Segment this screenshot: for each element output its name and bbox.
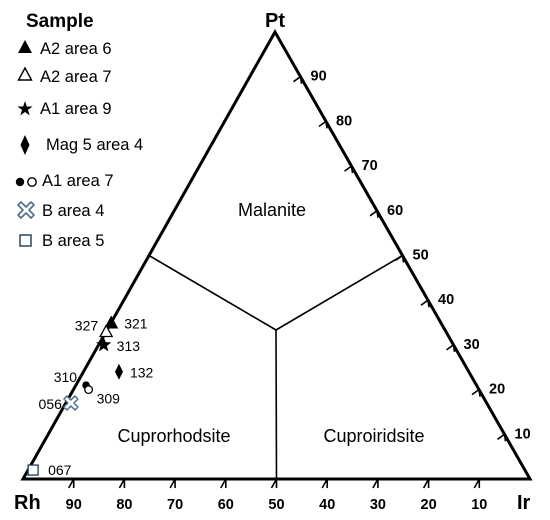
pt-tick-label: 40 — [438, 292, 454, 308]
data-point-label: 067 — [48, 462, 72, 478]
field-label-cuprorhodsite: Cuprorhodsite — [117, 426, 230, 446]
pt-tick-mark — [471, 388, 481, 397]
legend-marker-filled-triangle — [18, 40, 32, 53]
pt-tick-mark — [446, 344, 456, 353]
rh-tick-mark — [169, 478, 176, 489]
rh-tick-label: 80 — [116, 497, 132, 513]
pt-tick-mark — [395, 254, 405, 263]
rh-tick-label: 70 — [167, 497, 183, 513]
legend-marker-cross-open-x — [17, 201, 35, 219]
legend-marker-filled-star — [17, 101, 33, 116]
pt-tick-mark — [344, 165, 354, 174]
data-point-marker — [104, 315, 119, 329]
rh-tick-label: 90 — [66, 497, 82, 513]
axis-ticks: 90 80 70 60 50 40 30 20 10 90 80 70 60 50 40 30 20 10 — [66, 69, 531, 513]
data-point-marker — [99, 324, 114, 338]
field-boundary-line — [148, 254, 277, 331]
data-points: 321 327 313 132 310 309 056 067 — [27, 315, 154, 478]
data-point-label: 132 — [130, 365, 154, 381]
legend-label: A1 area 9 — [40, 100, 112, 118]
rh-tick-label: 10 — [471, 497, 487, 513]
legend-label: A1 area 7 — [42, 172, 114, 190]
data-point-marker — [27, 464, 39, 476]
rh-tick-label: 40 — [319, 497, 335, 513]
vertex-label-ir: Ir — [517, 492, 531, 514]
pt-tick-label: 70 — [362, 158, 378, 174]
legend: Sample A2 area 6 A2 area 7 A1 area 9 Mag… — [15, 11, 143, 250]
rh-tick-mark — [68, 478, 75, 489]
data-point-marker — [114, 363, 123, 380]
legend-marker-open-square — [19, 234, 32, 247]
rh-tick-mark — [220, 478, 227, 489]
pt-tick-label: 50 — [413, 248, 429, 264]
data-point-marker — [84, 385, 94, 395]
pt-tick-mark — [369, 210, 379, 218]
legend-label: A2 area 6 — [40, 40, 112, 58]
data-point-label: 321 — [124, 316, 148, 332]
pt-tick-label: 10 — [515, 426, 531, 442]
vertex-label-rh: Rh — [14, 492, 41, 514]
pt-tick-label: 30 — [464, 337, 480, 353]
pt-tick-mark — [318, 120, 328, 129]
data-point-label: 310 — [54, 369, 78, 385]
legend-title: Sample — [26, 11, 94, 32]
data-point-marker — [96, 336, 112, 352]
field-boundary-line — [275, 254, 403, 331]
rh-tick-mark — [473, 478, 481, 489]
pt-tick-label: 80 — [336, 113, 352, 129]
data-point-label: 327 — [75, 317, 99, 333]
rh-tick-mark — [118, 478, 126, 489]
data-point-marker — [63, 395, 79, 411]
pt-tick-label: 60 — [387, 203, 403, 219]
legend-label: A2 area 7 — [40, 68, 112, 86]
legend-label: B area 5 — [42, 232, 104, 250]
pt-tick-mark — [420, 299, 430, 308]
rh-tick-mark — [422, 478, 430, 489]
field-label-malanite: Malanite — [238, 200, 306, 220]
vertex-label-pt: Pt — [265, 10, 285, 32]
field-label-cuproiridsite: Cuproiridsite — [323, 426, 424, 446]
field-boundary-line — [275, 329, 278, 480]
pt-tick-mark — [497, 433, 507, 442]
data-point-label: 309 — [97, 391, 121, 407]
pt-tick-label: 20 — [489, 382, 505, 398]
legend-label: Mag 5 area 4 — [46, 136, 143, 154]
legend-marker-filled-circle — [15, 177, 25, 187]
rh-tick-mark — [372, 478, 379, 489]
legend-label: B area 4 — [42, 202, 104, 220]
field-boundaries — [148, 254, 403, 480]
rh-tick-mark — [321, 478, 328, 489]
legend-marker-open-triangle — [17, 66, 33, 81]
rh-tick-label: 50 — [268, 497, 284, 513]
rh-tick-label: 30 — [370, 497, 386, 513]
data-point-label: 313 — [117, 338, 141, 354]
legend-marker-open-circle — [27, 177, 37, 187]
pt-tick-mark — [293, 76, 303, 84]
legend-marker-filled-diamond — [20, 135, 30, 155]
data-point-label: 056 — [39, 396, 63, 412]
rh-tick-label: 20 — [421, 497, 437, 513]
rh-tick-label: 60 — [218, 497, 234, 513]
pt-tick-label: 90 — [311, 69, 327, 85]
rh-tick-mark — [270, 478, 278, 489]
